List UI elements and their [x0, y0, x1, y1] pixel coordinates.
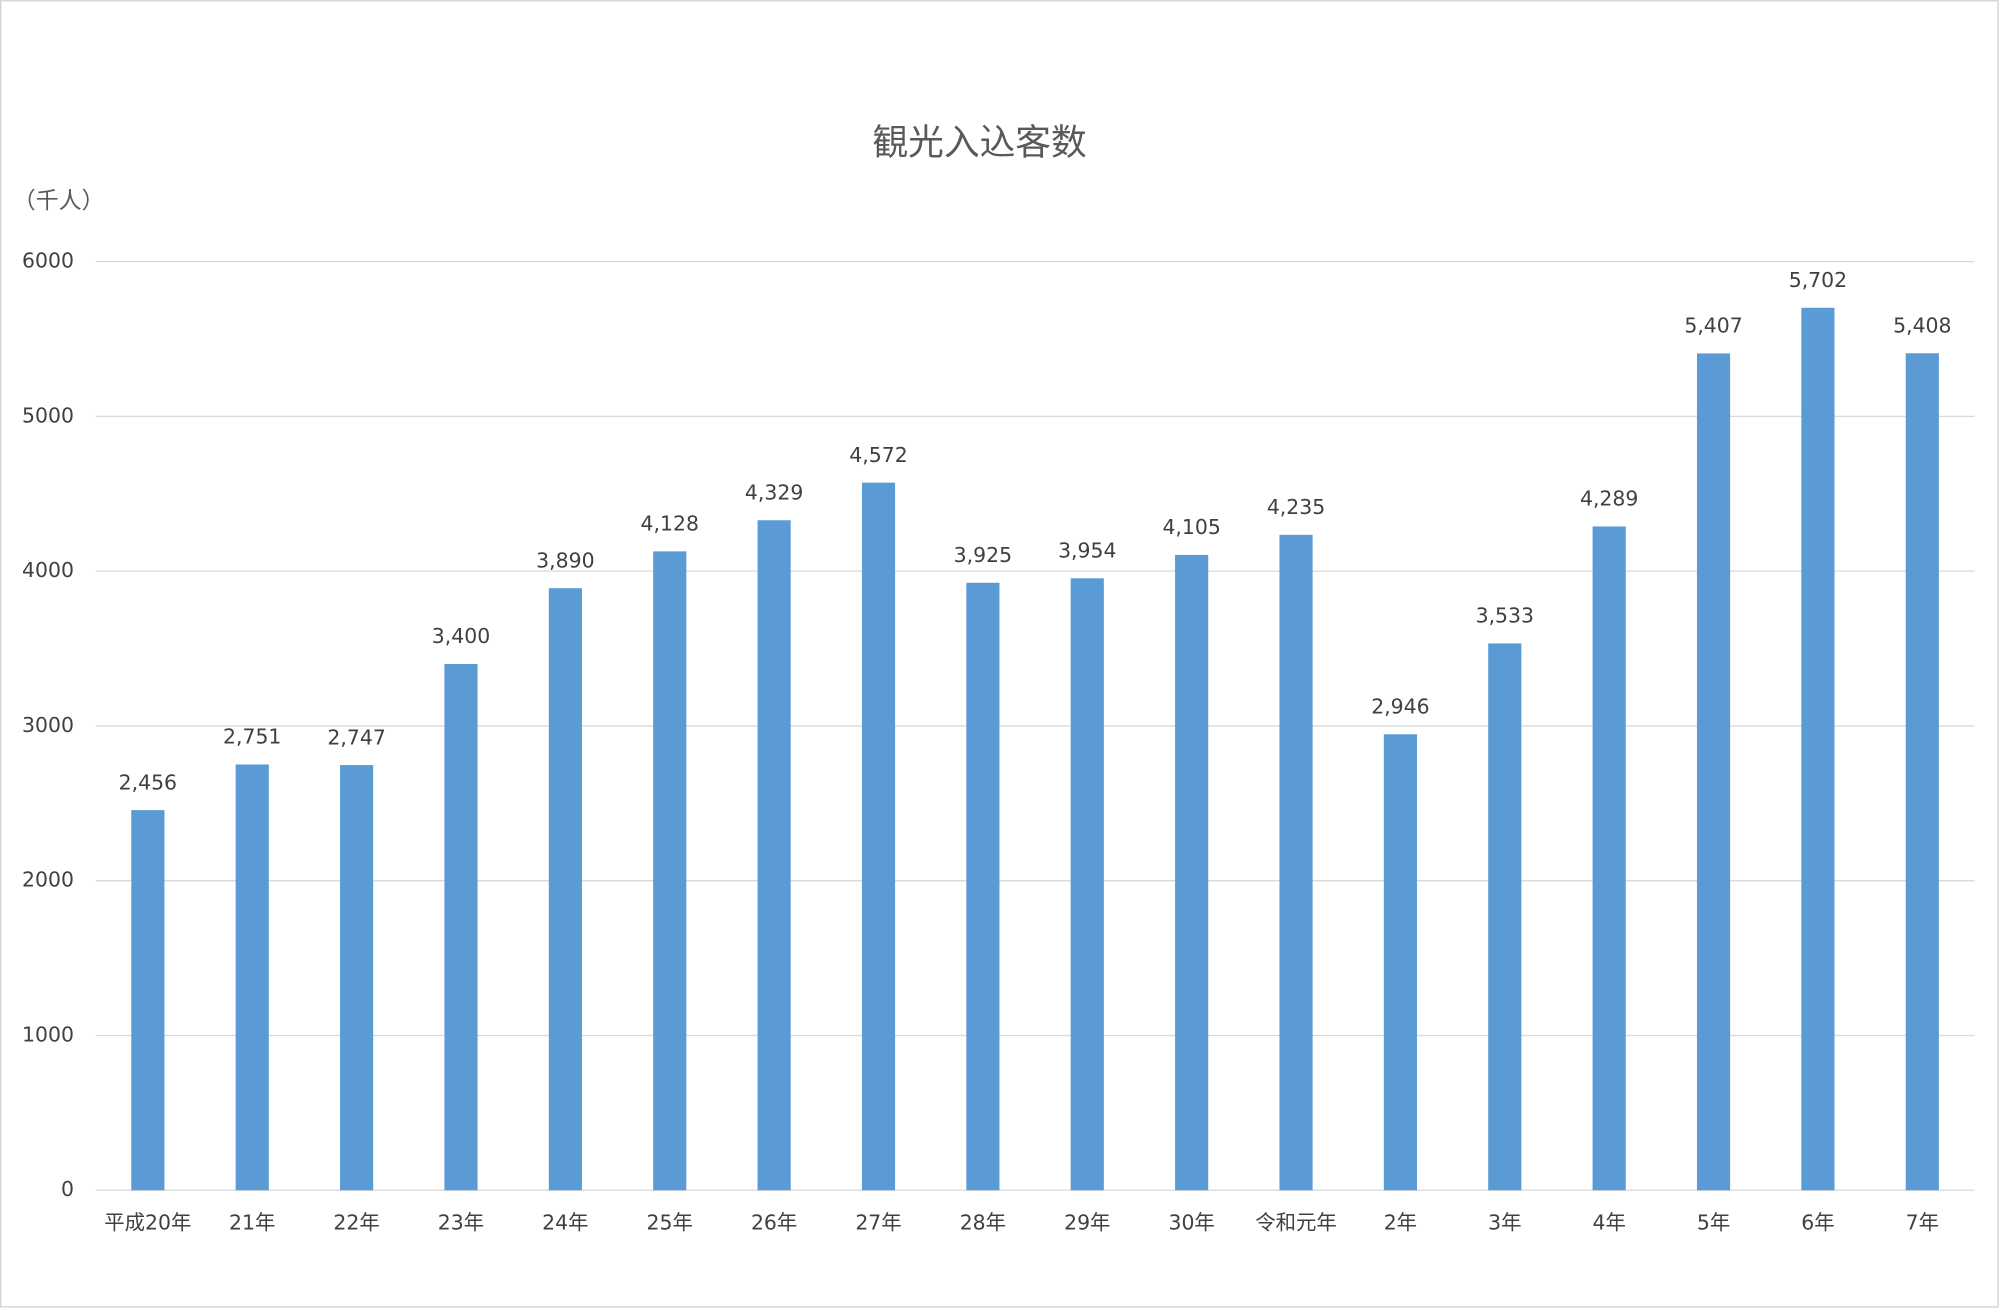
x-tick-label: 25年 — [647, 1210, 693, 1234]
bar — [1070, 578, 1104, 1191]
value-label: 3,954 — [1058, 539, 1116, 563]
bar — [1905, 353, 1939, 1191]
bar — [1175, 554, 1209, 1191]
value-label: 2,456 — [119, 770, 177, 794]
value-label: 4,105 — [1162, 515, 1220, 539]
bar — [235, 764, 269, 1191]
y-axis-label: （千人） — [13, 188, 105, 214]
value-label: 3,533 — [1476, 604, 1534, 628]
value-label: 4,329 — [745, 480, 803, 504]
bar — [1696, 353, 1731, 1191]
x-tick-label: 2年 — [1384, 1210, 1417, 1234]
bar — [444, 664, 478, 1191]
value-label: 2,946 — [1371, 695, 1429, 719]
y-tick-label: 1000 — [22, 1022, 74, 1046]
value-label: 5,702 — [1789, 268, 1847, 292]
value-label: 5,407 — [1684, 314, 1742, 338]
bar — [1383, 734, 1417, 1191]
x-tick-label: 27年 — [855, 1210, 901, 1234]
y-tick-label: 3000 — [22, 713, 74, 737]
bar — [1279, 534, 1313, 1191]
bar — [131, 810, 165, 1191]
bar — [1488, 643, 1522, 1191]
x-tick-label: 22年 — [333, 1210, 379, 1234]
value-label: 3,890 — [536, 548, 594, 572]
y-tick-label: 6000 — [22, 249, 74, 273]
value-label: 3,400 — [432, 624, 490, 648]
y-tick-label: 4000 — [22, 558, 74, 582]
x-tick-label: 令和元年 — [1255, 1210, 1337, 1234]
x-tick-label: 23年 — [438, 1210, 484, 1234]
bar — [861, 482, 896, 1191]
value-label: 4,128 — [641, 512, 699, 536]
x-tick-label: 平成20年 — [104, 1210, 191, 1234]
x-tick-label: 29年 — [1064, 1210, 1110, 1234]
value-label: 2,751 — [223, 725, 281, 749]
y-tick-label: 5000 — [22, 403, 74, 427]
bar — [548, 588, 582, 1191]
x-tick-label: 21年 — [229, 1210, 275, 1234]
y-tick-label: 0 — [61, 1177, 74, 1201]
bar — [1592, 526, 1626, 1191]
x-tick-label: 4年 — [1592, 1210, 1625, 1234]
x-tick-label: 3年 — [1488, 1210, 1521, 1234]
y-tick-label: 2000 — [22, 868, 74, 892]
value-label: 4,572 — [849, 443, 907, 467]
bar — [757, 520, 791, 1191]
value-label: 2,747 — [327, 725, 385, 749]
bar — [966, 582, 1000, 1191]
bar — [340, 765, 374, 1191]
x-tick-label: 30年 — [1168, 1210, 1214, 1234]
x-tick-label: 6年 — [1801, 1210, 1834, 1234]
x-tick-label: 26年 — [751, 1210, 797, 1234]
chart-title: 観光入込客数 — [872, 122, 1086, 163]
x-tick-label: 5年 — [1697, 1210, 1730, 1234]
x-tick-label: 28年 — [960, 1210, 1006, 1234]
bar — [653, 551, 687, 1191]
value-label: 5,408 — [1893, 313, 1951, 337]
bar — [1801, 307, 1835, 1191]
x-tick-label: 24年 — [542, 1210, 588, 1234]
x-tick-label: 7年 — [1906, 1210, 1939, 1234]
value-label: 4,235 — [1267, 495, 1325, 519]
value-label: 3,925 — [954, 543, 1012, 567]
value-label: 4,289 — [1580, 487, 1638, 511]
